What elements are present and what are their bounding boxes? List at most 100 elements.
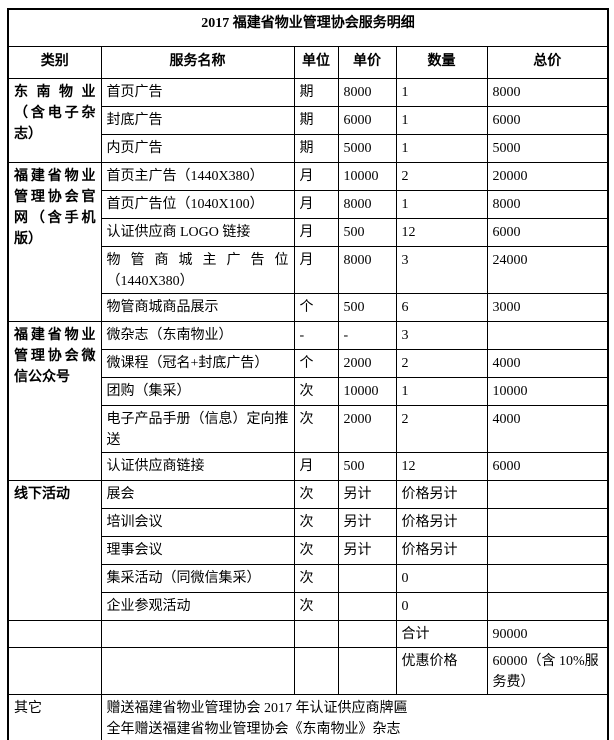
service-cell: 团购（集采） (100, 376, 295, 406)
unit-cell: 期 (293, 77, 339, 107)
empty-cell (7, 646, 102, 695)
table-row: 团购（集采） 次 10000 1 10000 (8, 376, 609, 406)
total-price-cell: 5000 (486, 133, 609, 163)
other-line-2: 全年赠送福建省物业管理协会《东南物业》杂志 (106, 721, 401, 737)
quantity-cell: 3 (395, 245, 488, 294)
discount-label: 优惠价格 (395, 646, 488, 695)
table-row: 培训会议 次 另计 价格另计 (8, 507, 609, 537)
empty-cell (7, 619, 102, 648)
discount-value: 60000（含 10%服务费） (486, 646, 609, 695)
table-row: 福建省物业管理协会官网（含手机版） 首页主广告（1440X380） 月 1000… (7, 161, 609, 322)
service-cell: 电子产品手册（信息）定向推送 (100, 404, 295, 453)
unit-price-cell: 另计 (337, 507, 397, 537)
unit-price-cell: 2000 (337, 404, 397, 453)
unit-price-cell: 6000 (337, 105, 397, 135)
table-row: 线下活动 展会 次 另计 价格另计 (7, 479, 609, 621)
empty-cell (293, 619, 339, 648)
service-cell: 集采活动（同微信集采） (100, 563, 295, 593)
quantity-cell: 2 (395, 404, 488, 453)
unit-cell: - (293, 320, 339, 350)
table-row: 东南物业（含电子杂志） 首页广告 期 8000 1 8000 (7, 77, 609, 163)
table-row: 福建省物业管理协会微信公众号 微杂志（东南物业） - - 3 (7, 320, 609, 481)
quantity-cell: 价格另计 (395, 479, 488, 509)
unit-price-cell: 500 (337, 451, 397, 481)
unit-cell: 次 (293, 563, 339, 593)
unit-cell: 次 (293, 535, 339, 565)
unit-cell: 月 (293, 451, 339, 481)
other-label: 其它 (7, 693, 102, 740)
table-row: 集采活动（同微信集采） 次 0 (8, 563, 609, 593)
total-price-cell: 10000 (486, 376, 609, 406)
service-cell: 首页主广告（1440X380） (100, 161, 295, 191)
unit-cell: 期 (293, 133, 339, 163)
service-cell: 理事会议 (100, 535, 295, 565)
unit-price-cell (337, 591, 397, 621)
quantity-cell: 0 (395, 591, 488, 621)
unit-cell: 期 (293, 105, 339, 135)
quantity-cell: 2 (395, 348, 488, 378)
total-price-cell: 6000 (486, 217, 609, 247)
other-content: 赠送福建省物业管理协会 2017 年认证供应商牌匾 全年赠送福建省物业管理协会《… (100, 693, 609, 740)
total-price-cell: 4000 (486, 404, 609, 453)
empty-cell (337, 619, 397, 648)
unit-cell: 月 (293, 217, 339, 247)
page-title: 2017 福建省物业管理协会服务明细 (7, 8, 609, 47)
service-cell: 微杂志（东南物业） (100, 320, 295, 350)
unit-cell: 次 (293, 376, 339, 406)
service-cell: 首页广告位（1040X100） (100, 189, 295, 219)
quantity-cell: 价格另计 (395, 507, 488, 537)
header-cell-unit: 单位 (293, 45, 339, 79)
header-cell-category: 类别 (7, 45, 102, 79)
other-row: 其它 赠送福建省物业管理协会 2017 年认证供应商牌匾 全年赠送福建省物业管理… (7, 693, 609, 740)
total-price-cell: 6000 (486, 105, 609, 135)
total-price-cell: 4000 (486, 348, 609, 378)
quantity-cell: 6 (395, 292, 488, 322)
unit-cell: 月 (293, 245, 339, 294)
header-cell-service: 服务名称 (100, 45, 295, 79)
total-price-cell: 8000 (486, 189, 609, 219)
quantity-cell: 价格另计 (395, 535, 488, 565)
category-cell: 福建省物业管理协会微信公众号 (7, 320, 102, 481)
quantity-cell: 1 (395, 189, 488, 219)
service-cell: 认证供应商 LOGO 链接 (100, 217, 295, 247)
service-cell: 展会 (100, 479, 295, 509)
unit-price-cell: 500 (337, 217, 397, 247)
category-cell: 东南物业（含电子杂志） (7, 77, 102, 163)
table-row: 首页广告位（1040X100） 月 8000 1 8000 (8, 189, 609, 219)
unit-price-cell (337, 563, 397, 593)
table-row: 微课程（冠名+封底广告） 个 2000 2 4000 (8, 348, 609, 378)
table-row: 物管商城主广告位（1440X380） 月 8000 3 24000 (8, 245, 609, 294)
unit-cell: 个 (293, 292, 339, 322)
table-row: 封底广告 期 6000 1 6000 (8, 105, 609, 135)
unit-cell: 次 (293, 591, 339, 621)
unit-price-cell: 另计 (337, 535, 397, 565)
total-label: 合计 (395, 619, 488, 648)
table-row: 电子产品手册（信息）定向推送 次 2000 2 4000 (8, 404, 609, 453)
table-row: 内页广告 期 5000 1 5000 (8, 133, 609, 163)
unit-price-cell: 2000 (337, 348, 397, 378)
unit-price-cell: 8000 (337, 77, 397, 107)
header-cell-unit-price: 单价 (337, 45, 397, 79)
quantity-cell: 1 (395, 77, 488, 107)
total-price-cell: 24000 (486, 245, 609, 294)
unit-cell: 次 (293, 479, 339, 509)
unit-price-cell: 10000 (337, 376, 397, 406)
total-price-cell: 3000 (486, 292, 609, 322)
quantity-cell: 12 (395, 451, 488, 481)
service-cell: 微课程（冠名+封底广告） (100, 348, 295, 378)
quantity-cell: 12 (395, 217, 488, 247)
unit-price-cell: 500 (337, 292, 397, 322)
unit-price-cell: 另计 (337, 479, 397, 509)
service-cell: 培训会议 (100, 507, 295, 537)
total-price-cell (486, 507, 609, 537)
category-cell: 福建省物业管理协会官网（含手机版） (7, 161, 102, 322)
quantity-cell: 3 (395, 320, 488, 350)
unit-price-cell: 5000 (337, 133, 397, 163)
quantity-cell: 1 (395, 105, 488, 135)
total-price-cell (486, 591, 609, 621)
unit-cell: 次 (293, 507, 339, 537)
unit-price-cell: - (337, 320, 397, 350)
service-cell: 内页广告 (100, 133, 295, 163)
service-price-table: 2017 福建省物业管理协会服务明细 类别 服务名称 单位 单价 数量 总价 东… (7, 8, 610, 740)
